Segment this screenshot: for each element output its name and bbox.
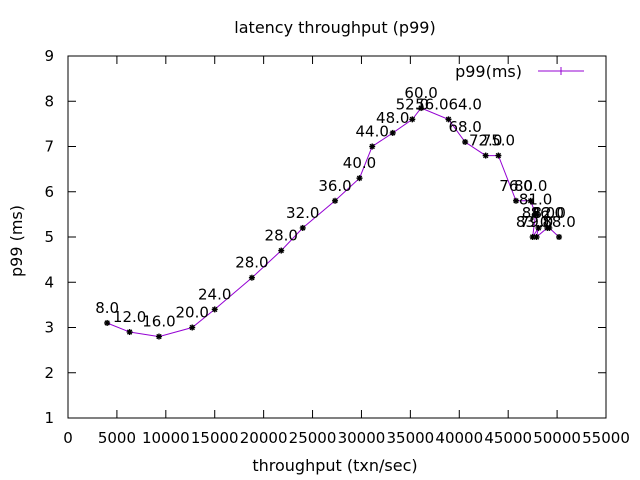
y-tick-label: 7 bbox=[44, 138, 54, 156]
y-tick-label: 6 bbox=[44, 183, 54, 201]
x-tick-label: 55000 bbox=[582, 429, 630, 447]
x-tick-label: 40000 bbox=[435, 429, 483, 447]
data-label: 52.0 bbox=[396, 95, 429, 113]
y-tick-label: 2 bbox=[44, 364, 54, 382]
data-label: 82.0 bbox=[533, 204, 566, 222]
y-axis-label: p99 (ms) bbox=[7, 205, 26, 277]
x-tick-label: 50000 bbox=[533, 429, 581, 447]
x-tick-label: 45000 bbox=[484, 429, 532, 447]
data-label: 12.0 bbox=[113, 308, 146, 326]
data-label: 20.0 bbox=[176, 304, 209, 322]
data-label: 8.0 bbox=[95, 299, 119, 317]
data-label: 40.0 bbox=[343, 154, 376, 172]
data-point bbox=[527, 197, 534, 204]
data-label: 76.0 bbox=[499, 177, 532, 195]
data-label: 80.0 bbox=[514, 177, 547, 195]
data-point bbox=[356, 175, 363, 182]
x-axis-label: throughput (txn/sec) bbox=[252, 456, 417, 475]
data-point bbox=[546, 224, 553, 231]
x-tick-label: 20000 bbox=[240, 429, 288, 447]
data-point bbox=[409, 116, 416, 123]
x-tick-label: 5000 bbox=[98, 429, 136, 447]
x-tick-label: 10000 bbox=[142, 429, 190, 447]
y-tick-label: 1 bbox=[44, 409, 54, 427]
y-tick-label: 8 bbox=[44, 92, 54, 110]
data-point bbox=[462, 138, 469, 145]
data-point bbox=[482, 152, 489, 159]
data-point bbox=[418, 105, 425, 112]
data-label: 81.0 bbox=[519, 190, 552, 208]
data-point bbox=[556, 234, 563, 240]
y-tick-label: 3 bbox=[44, 319, 54, 337]
data-point bbox=[535, 224, 542, 231]
chart-title: latency throughput (p99) bbox=[234, 18, 435, 37]
legend-label: p99(ms) bbox=[455, 62, 522, 81]
data-point bbox=[532, 211, 539, 218]
data-label: 44.0 bbox=[356, 123, 389, 141]
y-tick-label: 4 bbox=[44, 273, 54, 291]
data-label: 72.0 bbox=[469, 132, 502, 150]
data-label: 86.0 bbox=[531, 204, 564, 222]
data-label: 36.0 bbox=[318, 177, 351, 195]
data-labels: 8.012.016.020.024.028.028.032.036.040.04… bbox=[95, 84, 576, 331]
x-tick-label: 0 bbox=[63, 429, 73, 447]
x-tick-label: 30000 bbox=[338, 429, 386, 447]
data-point bbox=[513, 197, 520, 204]
y-tick-label: 5 bbox=[44, 228, 54, 246]
data-point bbox=[533, 234, 540, 240]
data-label: 83.0 bbox=[516, 213, 549, 231]
data-point bbox=[211, 306, 218, 313]
data-label: 79.0 bbox=[520, 213, 553, 231]
data-point bbox=[126, 329, 133, 336]
data-label: 60.0 bbox=[404, 84, 437, 102]
data-label: 75.0 bbox=[482, 132, 515, 150]
data-label: 28.0 bbox=[265, 227, 298, 245]
data-point bbox=[299, 224, 306, 231]
data-label: 24.0 bbox=[198, 285, 231, 303]
plot-frame bbox=[67, 55, 607, 419]
x-tick-label: 35000 bbox=[387, 429, 435, 447]
x-tick-label: 25000 bbox=[289, 429, 337, 447]
data-point bbox=[155, 333, 162, 340]
data-point bbox=[495, 152, 502, 159]
data-label: 56.064.0 bbox=[415, 95, 482, 113]
data-label: 28.0 bbox=[235, 254, 268, 272]
data-label: 16.0 bbox=[142, 313, 175, 331]
data-label: 32.0 bbox=[286, 204, 319, 222]
legend: p99(ms) bbox=[455, 62, 584, 81]
data-point bbox=[369, 143, 376, 150]
data-point bbox=[104, 319, 111, 326]
data-point bbox=[278, 247, 285, 254]
axis-ticks: 0 5000 10000 15000 20000 25000 30000 35000 40000… bbox=[44, 47, 629, 447]
data-label: 68.0 bbox=[448, 118, 481, 136]
data-label: 84.0 bbox=[522, 204, 555, 222]
data-point bbox=[445, 116, 452, 123]
data-label: 88.0 bbox=[542, 213, 575, 231]
data-point bbox=[189, 324, 196, 331]
data-point bbox=[332, 197, 339, 204]
series-p99 bbox=[104, 105, 563, 340]
x-tick-label: 15000 bbox=[191, 429, 239, 447]
data-point bbox=[248, 274, 255, 281]
y-tick-label: 9 bbox=[44, 47, 54, 65]
data-point bbox=[389, 129, 396, 136]
data-label: 48.0 bbox=[376, 109, 409, 127]
